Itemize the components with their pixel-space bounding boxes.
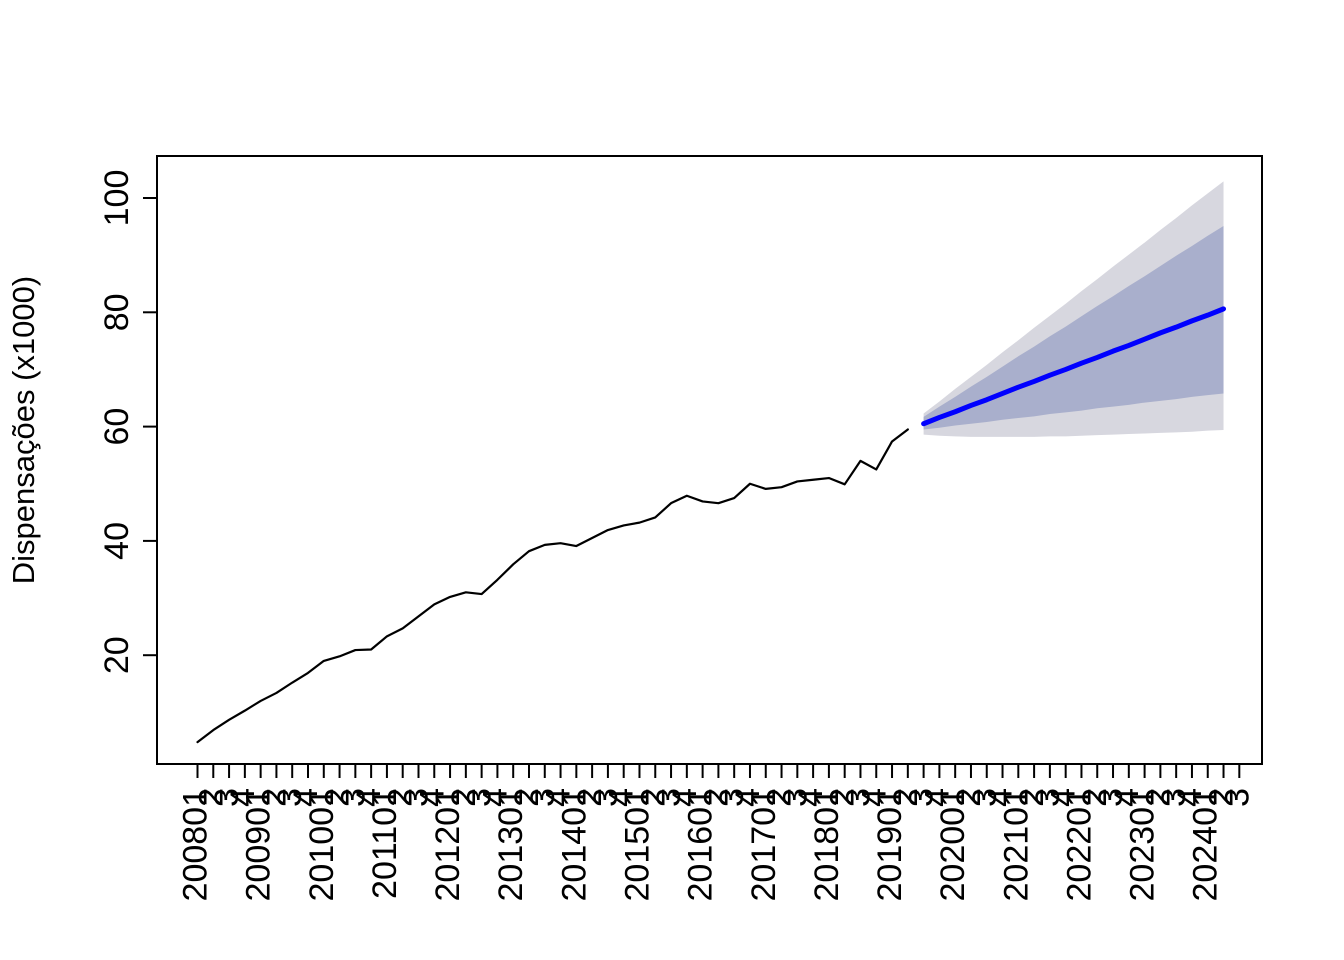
y-tick-label: 60 [98, 408, 136, 446]
x-tick-label: 2 [1013, 788, 1051, 807]
x-tick-label: 201401 [555, 788, 593, 901]
x-tick-label: 3 [776, 788, 814, 807]
y-tick-label: 20 [98, 636, 136, 674]
x-tick-label: 4 [918, 788, 956, 807]
x-tick-label: 3 [524, 788, 562, 807]
y-axis-title: Dispensações (x1000) [6, 276, 41, 584]
x-tick-label: 3 [839, 788, 877, 807]
x-tick-label: 2 [255, 788, 293, 807]
x-tick-label: 202401 [1187, 788, 1225, 901]
x-tick-label: 2 [382, 788, 420, 807]
x-tick-label: 3 [397, 788, 435, 807]
x-tick-label: 2 [1203, 788, 1241, 807]
x-tick-label: 4 [1108, 788, 1146, 807]
x-tick-label: 4 [540, 788, 578, 807]
x-tick-label: 3 [271, 788, 309, 807]
y-axis: 20 40 60 80 100 [98, 170, 157, 674]
x-tick-label: 201301 [492, 788, 530, 901]
x-tick-label: 4 [1171, 788, 1209, 807]
x-tick-label: 2 [1076, 788, 1114, 807]
x-tick-label: 202001 [934, 788, 972, 901]
x-tick-label: 4 [603, 788, 641, 807]
x-tick-label: 2 [697, 788, 735, 807]
x-tick-label: 3 [650, 788, 688, 807]
x-tick-label: 4 [224, 788, 262, 807]
x-tick-label: 4 [1045, 788, 1083, 807]
x-tick-label: 2 [319, 788, 357, 807]
x-axis: 2008012342009012342010012342011012342012… [177, 764, 1256, 901]
x-tick-label: 3 [713, 788, 751, 807]
x-tick-label: 2 [887, 788, 925, 807]
x-tick-label: 2 [445, 788, 483, 807]
confidence-bands [923, 181, 1224, 437]
x-tick-label: 4 [982, 788, 1020, 807]
x-tick-label: 200901 [240, 788, 278, 901]
x-tick-label: 4 [476, 788, 514, 807]
x-tick-label: 4 [729, 788, 767, 807]
x-tick-label: 2 [508, 788, 546, 807]
x-tick-label: 201001 [303, 788, 341, 901]
x-tick-label: 3 [587, 788, 625, 807]
x-tick-label: 201701 [745, 788, 783, 901]
x-tick-label: 2 [950, 788, 988, 807]
forecast-mean-line [921, 306, 1227, 427]
x-tick-label: 2 [634, 788, 672, 807]
data-series [196, 306, 1227, 744]
x-tick-label: 3 [1155, 788, 1193, 807]
x-tick-label: 200801 [177, 788, 215, 901]
x-tick-label: 4 [666, 788, 704, 807]
x-tick-label: 201601 [682, 788, 720, 901]
x-tick-label: 4 [792, 788, 830, 807]
x-tick-label: 202101 [997, 788, 1035, 901]
historical-dispensations-line [196, 428, 909, 744]
x-tick-label: 2 [192, 788, 230, 807]
y-tick-label: 100 [98, 170, 136, 227]
x-tick-label: 3 [208, 788, 246, 807]
x-tick-label: 3 [1218, 788, 1256, 807]
x-tick-label: 4 [855, 788, 893, 807]
x-tick-label: 2 [761, 788, 799, 807]
x-tick-label: 201501 [618, 788, 656, 901]
plot-border [156, 155, 1263, 765]
x-tick-label: 201901 [871, 788, 909, 901]
ci-inner-80-band [923, 226, 1224, 430]
x-tick-label: 3 [966, 788, 1004, 807]
x-tick-label: 3 [903, 788, 941, 807]
x-tick-label: 4 [350, 788, 388, 807]
x-tick-label: 3 [461, 788, 499, 807]
x-tick-label: 3 [334, 788, 372, 807]
x-tick-label: 201101 [366, 788, 404, 899]
x-tick-label: 3 [1092, 788, 1130, 807]
x-tick-label: 2 [824, 788, 862, 807]
x-tick-label: 4 [287, 788, 325, 807]
y-tick-label: 80 [98, 293, 136, 331]
x-tick-label: 202301 [1124, 788, 1162, 901]
x-tick-label: 2 [1139, 788, 1177, 807]
x-tick-label: 3 [1029, 788, 1067, 807]
x-tick-label: 202201 [1060, 788, 1098, 901]
x-tick-label: 201801 [808, 788, 846, 901]
x-tick-label: 4 [413, 788, 451, 807]
y-tick-label: 40 [98, 522, 136, 560]
x-tick-label: 2 [571, 788, 609, 807]
x-tick-label: 201201 [429, 788, 467, 901]
